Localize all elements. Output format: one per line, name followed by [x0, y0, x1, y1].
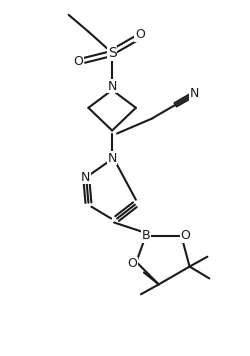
Text: N: N [108, 152, 117, 165]
Text: O: O [180, 229, 190, 242]
Text: N: N [81, 171, 90, 183]
Text: O: O [74, 55, 84, 68]
Text: O: O [128, 257, 137, 271]
Text: N: N [190, 88, 199, 100]
Text: B: B [142, 229, 150, 242]
Text: S: S [108, 46, 116, 61]
Text: O: O [135, 28, 145, 41]
Text: N: N [108, 79, 117, 93]
